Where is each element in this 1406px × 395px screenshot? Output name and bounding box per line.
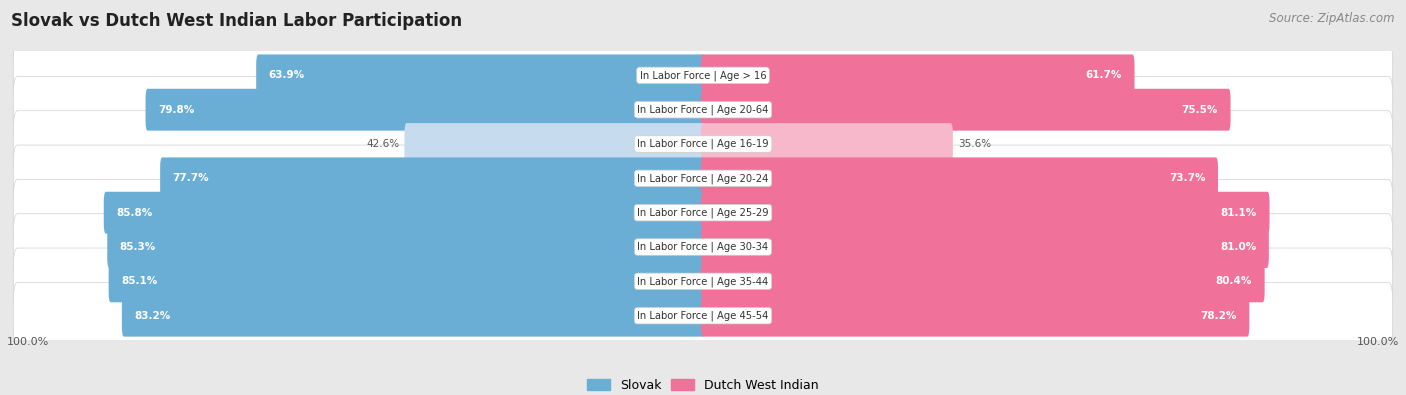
- FancyBboxPatch shape: [146, 89, 704, 131]
- FancyBboxPatch shape: [256, 55, 704, 96]
- FancyBboxPatch shape: [107, 226, 704, 268]
- FancyBboxPatch shape: [122, 295, 704, 337]
- Text: 85.8%: 85.8%: [117, 208, 152, 218]
- Text: 78.2%: 78.2%: [1201, 311, 1237, 321]
- FancyBboxPatch shape: [13, 179, 1393, 246]
- FancyBboxPatch shape: [702, 192, 1270, 233]
- FancyBboxPatch shape: [702, 226, 1268, 268]
- Text: In Labor Force | Age 45-54: In Labor Force | Age 45-54: [637, 310, 769, 321]
- Text: 75.5%: 75.5%: [1181, 105, 1218, 115]
- Text: 80.4%: 80.4%: [1216, 276, 1253, 286]
- Text: In Labor Force | Age > 16: In Labor Force | Age > 16: [640, 70, 766, 81]
- FancyBboxPatch shape: [405, 123, 704, 165]
- FancyBboxPatch shape: [160, 158, 704, 199]
- Text: 85.3%: 85.3%: [120, 242, 156, 252]
- Text: In Labor Force | Age 20-24: In Labor Force | Age 20-24: [637, 173, 769, 184]
- Text: Source: ZipAtlas.com: Source: ZipAtlas.com: [1270, 12, 1395, 25]
- Text: 61.7%: 61.7%: [1085, 70, 1122, 80]
- Text: In Labor Force | Age 25-29: In Labor Force | Age 25-29: [637, 207, 769, 218]
- Text: In Labor Force | Age 16-19: In Labor Force | Age 16-19: [637, 139, 769, 149]
- FancyBboxPatch shape: [104, 192, 704, 233]
- Text: 81.0%: 81.0%: [1220, 242, 1257, 252]
- FancyBboxPatch shape: [702, 55, 1135, 96]
- Text: 85.1%: 85.1%: [121, 276, 157, 286]
- Text: Slovak vs Dutch West Indian Labor Participation: Slovak vs Dutch West Indian Labor Partic…: [11, 12, 463, 30]
- Text: 35.6%: 35.6%: [957, 139, 991, 149]
- FancyBboxPatch shape: [13, 42, 1393, 109]
- FancyBboxPatch shape: [702, 158, 1218, 199]
- Text: 42.6%: 42.6%: [367, 139, 399, 149]
- Text: 77.7%: 77.7%: [173, 173, 209, 183]
- Text: 81.1%: 81.1%: [1220, 208, 1257, 218]
- Text: 63.9%: 63.9%: [269, 70, 305, 80]
- FancyBboxPatch shape: [702, 260, 1264, 302]
- Text: 100.0%: 100.0%: [7, 337, 49, 347]
- Text: 100.0%: 100.0%: [1357, 337, 1399, 347]
- FancyBboxPatch shape: [13, 214, 1393, 280]
- Text: In Labor Force | Age 35-44: In Labor Force | Age 35-44: [637, 276, 769, 287]
- Text: 73.7%: 73.7%: [1168, 173, 1205, 183]
- FancyBboxPatch shape: [13, 248, 1393, 315]
- FancyBboxPatch shape: [108, 260, 704, 302]
- FancyBboxPatch shape: [702, 295, 1250, 337]
- FancyBboxPatch shape: [13, 111, 1393, 177]
- FancyBboxPatch shape: [702, 89, 1230, 131]
- Legend: Slovak, Dutch West Indian: Slovak, Dutch West Indian: [582, 374, 824, 395]
- Text: 79.8%: 79.8%: [157, 105, 194, 115]
- FancyBboxPatch shape: [13, 145, 1393, 212]
- FancyBboxPatch shape: [13, 76, 1393, 143]
- Text: 83.2%: 83.2%: [135, 311, 170, 321]
- FancyBboxPatch shape: [13, 282, 1393, 349]
- Text: In Labor Force | Age 20-64: In Labor Force | Age 20-64: [637, 104, 769, 115]
- Text: In Labor Force | Age 30-34: In Labor Force | Age 30-34: [637, 242, 769, 252]
- FancyBboxPatch shape: [702, 123, 953, 165]
